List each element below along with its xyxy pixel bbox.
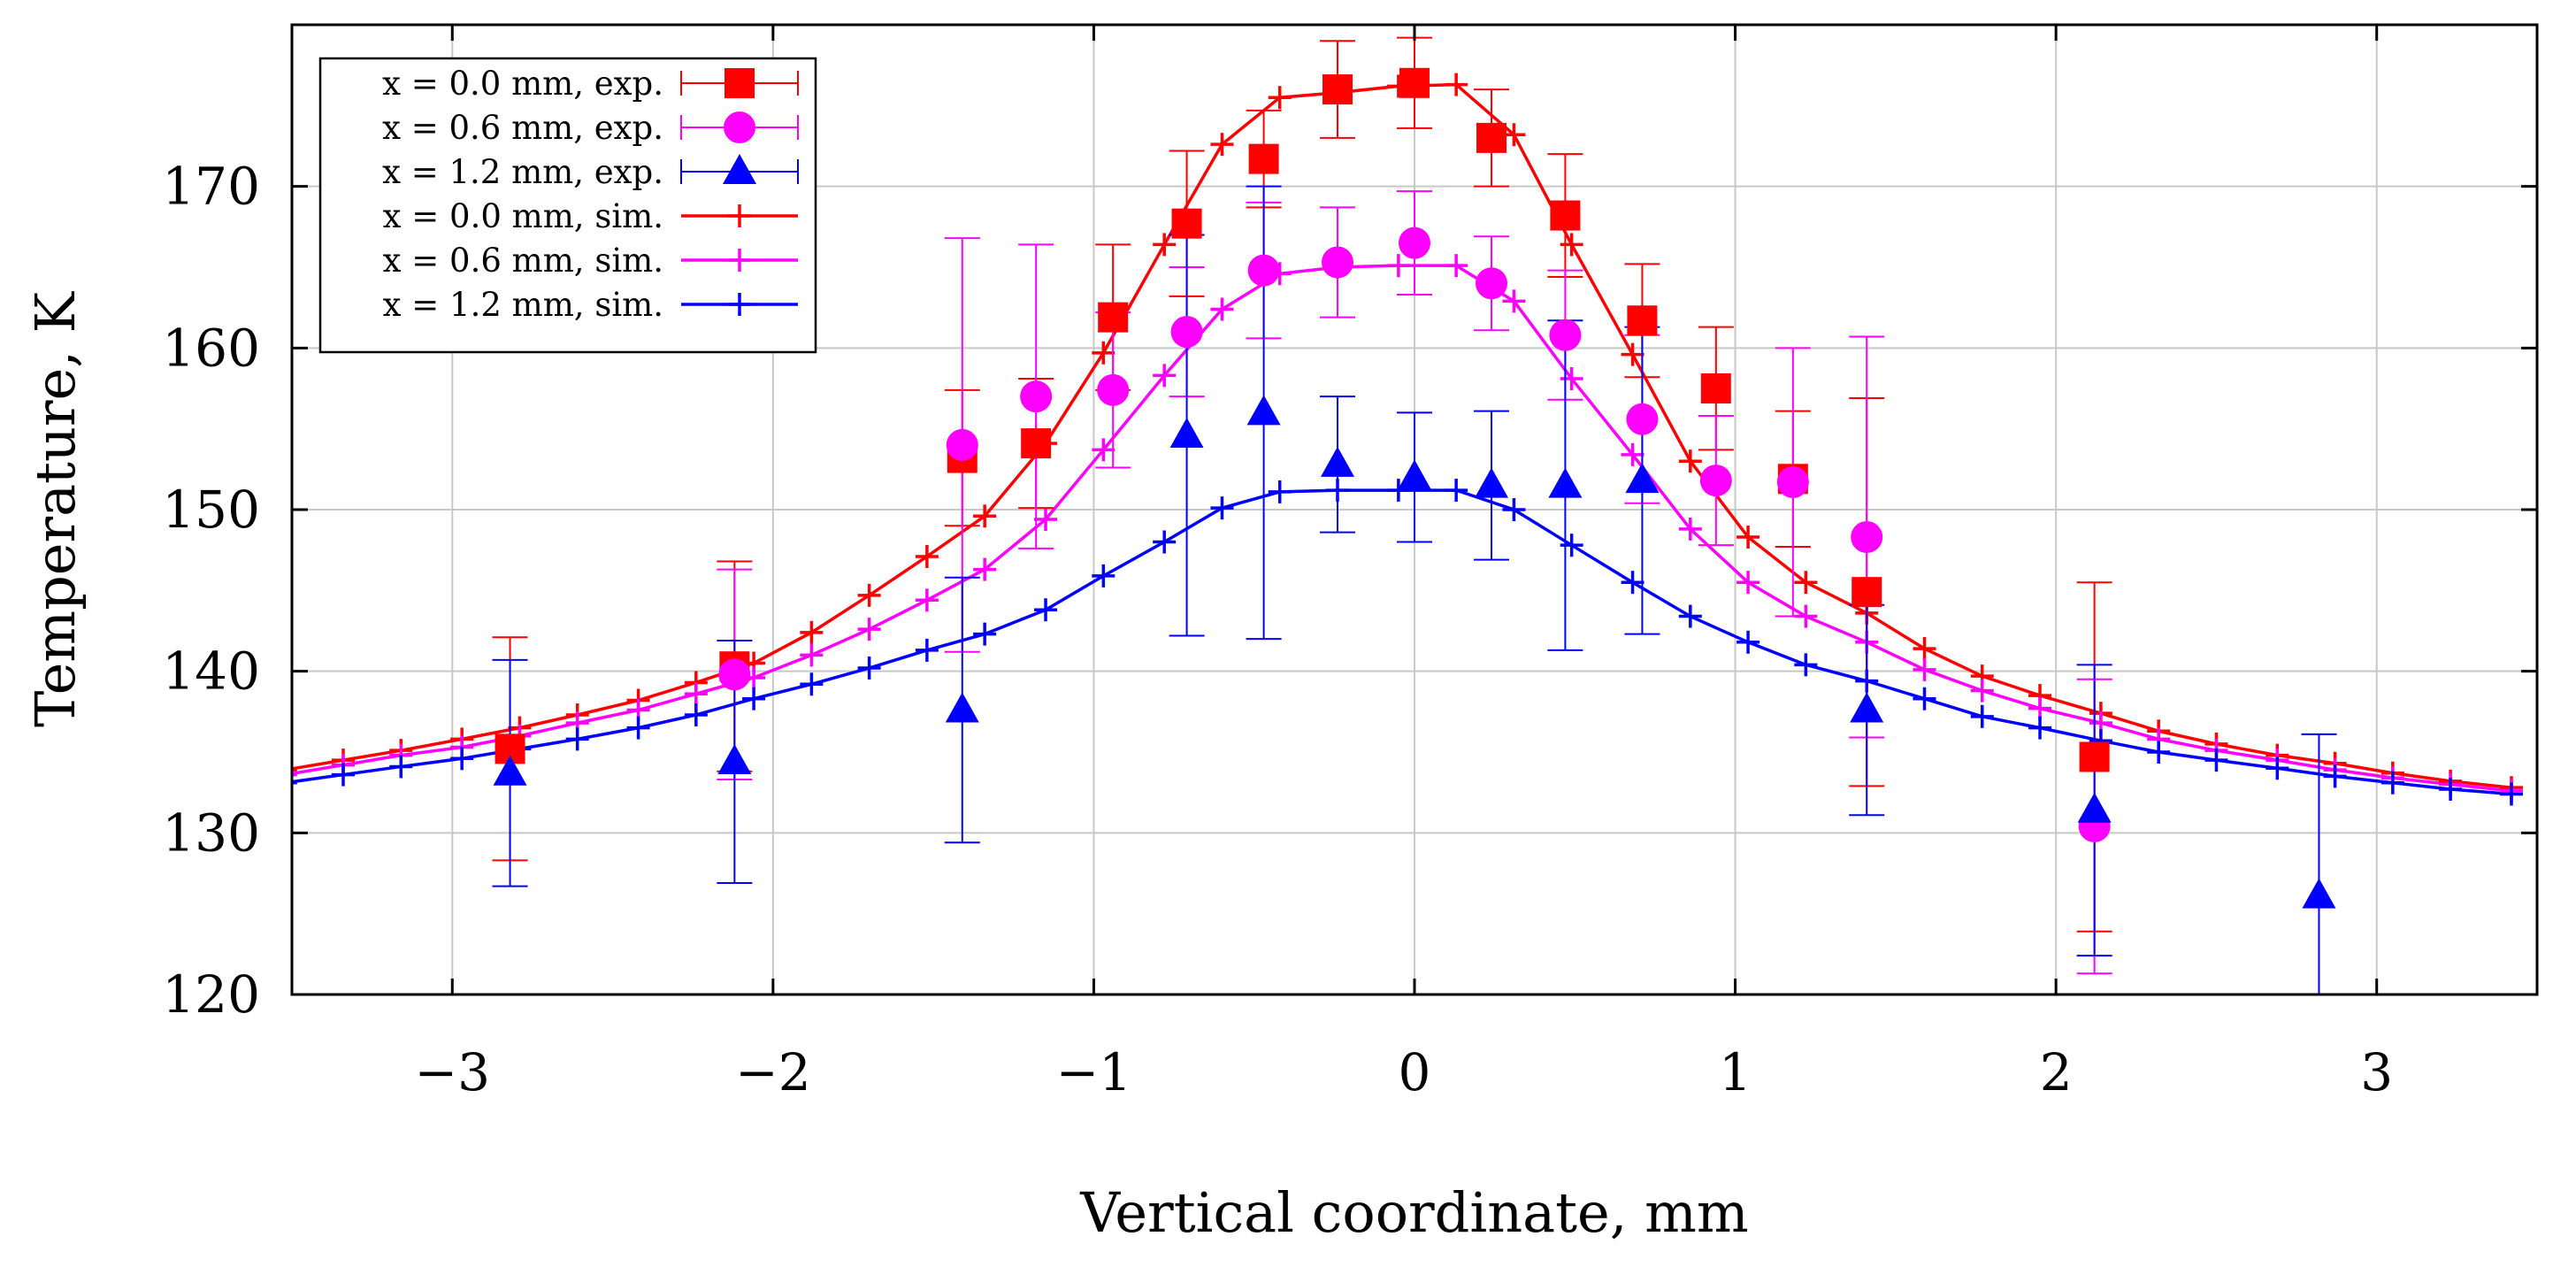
x-tick-label: −2 bbox=[735, 1042, 811, 1102]
exp-point bbox=[1246, 395, 1281, 426]
exp-point bbox=[1322, 74, 1353, 105]
exp-point bbox=[1549, 319, 1582, 351]
exp-point bbox=[717, 743, 752, 774]
x-axis-label: Vertical coordinate, mm bbox=[1079, 1180, 1748, 1245]
exp-point bbox=[1098, 302, 1129, 333]
exp-point bbox=[1852, 577, 1882, 608]
sim-series-line bbox=[292, 488, 2512, 796]
exp-point bbox=[1851, 521, 1883, 554]
legend-label: x = 1.2 mm, exp. bbox=[382, 153, 663, 191]
exp-point bbox=[1247, 254, 1280, 287]
exp-point bbox=[1625, 463, 1660, 494]
exp-point bbox=[1169, 417, 1204, 448]
exp-point bbox=[1776, 465, 1809, 498]
exp-point bbox=[1850, 692, 1884, 723]
x-tick-label: 2 bbox=[2040, 1042, 2073, 1102]
x-tick-label: −1 bbox=[1056, 1042, 1132, 1102]
y-tick-label: 150 bbox=[162, 480, 260, 540]
legend-marker bbox=[724, 68, 755, 98]
exp-point bbox=[1550, 200, 1581, 231]
exp-point bbox=[1699, 465, 1732, 497]
exp-point bbox=[1399, 67, 1430, 98]
legend: x = 0.0 mm, exp. x = 0.6 mm, exp. x = 1.2 … bbox=[318, 57, 817, 354]
exp-point bbox=[1475, 467, 1509, 498]
legend-marker bbox=[724, 111, 755, 143]
exp-point bbox=[1476, 122, 1507, 153]
x-tick-label: 3 bbox=[2360, 1042, 2393, 1102]
legend-label: x = 0.0 mm, sim. bbox=[383, 197, 663, 235]
x-tick-label: −3 bbox=[415, 1042, 491, 1102]
exp-point bbox=[493, 755, 527, 786]
exp-point bbox=[1700, 373, 1731, 403]
exp-point bbox=[1476, 267, 1508, 300]
legend-label: x = 0.6 mm, sim. bbox=[383, 242, 663, 280]
exp-point bbox=[1321, 246, 1353, 279]
legend-label: x = 1.2 mm, sim. bbox=[383, 286, 663, 324]
exp-point bbox=[1627, 305, 1658, 336]
legend-label: x = 0.0 mm, exp. bbox=[382, 65, 663, 103]
exp-point bbox=[945, 692, 979, 723]
y-tick-label: 120 bbox=[162, 964, 260, 1025]
x-tick-label: 1 bbox=[1719, 1042, 1752, 1102]
legend-label: x = 0.6 mm, exp. bbox=[382, 109, 663, 147]
x-tick-label: 0 bbox=[1399, 1042, 1431, 1102]
exp-point bbox=[2302, 878, 2336, 909]
exp-point bbox=[2079, 741, 2110, 772]
exp-point bbox=[1548, 467, 1583, 498]
exp-point bbox=[1171, 208, 1202, 239]
y-tick-label: 160 bbox=[162, 318, 260, 378]
exp-point bbox=[1398, 459, 1431, 490]
x-tick-labels: −3 −2 −1 0 1 2 3 bbox=[415, 1042, 2394, 1102]
exp-point bbox=[1020, 380, 1053, 413]
legend-marker bbox=[723, 154, 756, 184]
simulation-markers bbox=[292, 73, 2523, 806]
y-tick-label: 130 bbox=[162, 802, 260, 863]
y-tick-labels: 120 130 140 150 160 170 bbox=[162, 157, 260, 1025]
exp-point bbox=[1320, 446, 1354, 477]
exp-point bbox=[1021, 428, 1052, 459]
exp-point bbox=[946, 428, 978, 461]
exp-point bbox=[1097, 373, 1130, 406]
axis-ticks bbox=[292, 25, 2537, 996]
y-tick-label: 170 bbox=[162, 157, 260, 217]
experimental-markers bbox=[493, 67, 2336, 909]
exp-point bbox=[1170, 316, 1203, 349]
exp-point bbox=[1399, 227, 1430, 259]
exp-point bbox=[718, 658, 751, 691]
y-axis-label: Temperature, K bbox=[23, 290, 88, 727]
exp-point bbox=[1248, 143, 1279, 174]
y-tick-label: 140 bbox=[162, 641, 260, 702]
exp-point bbox=[2077, 792, 2112, 823]
exp-point bbox=[1626, 403, 1659, 435]
